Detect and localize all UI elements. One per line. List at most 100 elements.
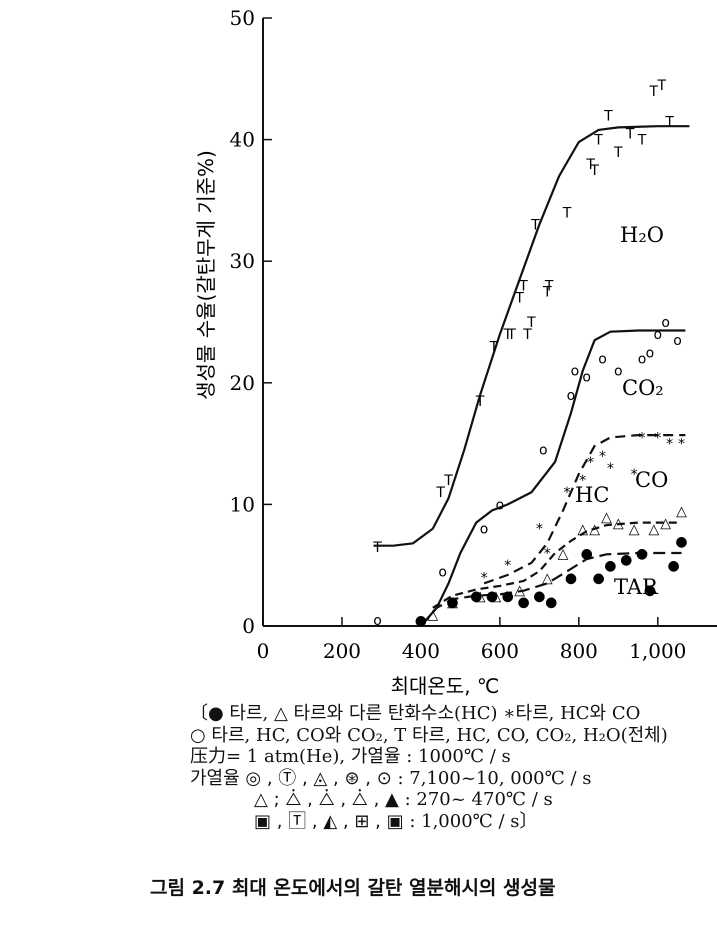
point-0-5: T <box>502 327 512 343</box>
point-3-11: △ <box>629 522 640 538</box>
point-4-4: ● <box>502 589 514 605</box>
point-2-8: * <box>607 461 614 477</box>
point-2-4: * <box>563 485 570 501</box>
point-4-1: ● <box>446 595 458 611</box>
x-tick-label-1000: 1,000 <box>629 639 686 663</box>
point-4-13: ● <box>636 546 648 562</box>
point-4-9: ● <box>581 546 593 562</box>
x-tick-label-600: 600 <box>481 639 519 663</box>
point-3-7: △ <box>577 522 588 538</box>
point-1-11: o <box>646 345 655 361</box>
point-3-3: △ <box>491 589 502 605</box>
curve-2 <box>483 434 686 585</box>
point-4-5: ● <box>517 595 529 611</box>
point-4-7: ● <box>545 595 557 611</box>
legend-rate-slow: : 270~ 470℃ / s <box>404 789 553 810</box>
point-2-1: * <box>504 558 511 574</box>
y-tick-label-10: 10 <box>230 492 255 516</box>
point-3-6: △ <box>558 546 569 562</box>
x-tick-label-0: 0 <box>257 639 270 663</box>
point-2-12: * <box>666 437 673 453</box>
point-3-2: △ <box>475 589 486 605</box>
point-4-16: ● <box>675 534 687 550</box>
legend-symbols-fast: 가열율 ◎ , Ⓣ , ◬ , ⊛ , ⊙ <box>190 767 392 789</box>
point-0-19: T <box>613 145 623 161</box>
point-0-15: T <box>585 157 595 173</box>
point-2-11: * <box>654 431 661 447</box>
point-1-1: o <box>438 564 447 580</box>
point-3-13: △ <box>660 516 671 532</box>
curve-0 <box>373 125 690 547</box>
point-3-1: △ <box>447 595 458 611</box>
point-2-9: * <box>631 467 638 483</box>
point-1-5: o <box>567 388 576 404</box>
point-0-2: T <box>443 473 453 489</box>
point-3-12: △ <box>648 522 659 538</box>
point-0-8: T <box>518 279 528 295</box>
legend-line-4: 가열율 ◎ , Ⓣ , ◬ , ⊛ , ⊙ : 7,100~10, 000℃ /… <box>190 768 717 790</box>
point-0-14: T <box>562 206 572 222</box>
legend-line-6: ▣ , 🅃 , ◭ , ⊞ , ▣ : 1,000℃ / s〕 <box>190 811 717 833</box>
curve-1 <box>420 329 686 627</box>
series-label-1: CO₂ <box>622 376 664 400</box>
y-tick-label-50: 50 <box>230 6 255 30</box>
point-2-10: * <box>638 431 645 447</box>
point-3-8: △ <box>589 522 600 538</box>
point-1-8: o <box>598 351 607 367</box>
point-3-14: △ <box>676 503 687 519</box>
point-0-21: T <box>637 133 647 149</box>
point-1-7: o <box>582 370 591 386</box>
x-tick-label-200: 200 <box>323 639 361 663</box>
x-axis-label: 최대온도, ℃ <box>391 674 500 698</box>
y-tick-label-30: 30 <box>230 249 255 273</box>
point-1-4: o <box>539 443 548 459</box>
point-0-17: T <box>593 133 603 149</box>
y-tick-label-0: 0 <box>242 614 255 638</box>
point-2-2: * <box>536 522 543 538</box>
legend-symbols-slow: △ ; ⧊ , ⧊ , ⧊ , ▲ <box>254 789 399 810</box>
legend-line-3: 压力= 1 atm(He), 가열율 : 1000℃ / s <box>190 746 511 767</box>
x-tick-label-800: 800 <box>560 639 598 663</box>
point-1-2: o <box>480 522 489 538</box>
point-1-6: o <box>571 364 580 380</box>
series-label-0: H₂O <box>620 223 664 247</box>
point-2-0: * <box>481 570 488 586</box>
curve-4 <box>420 551 682 627</box>
legend-line-2: ○ 타르, HC, CO와 CO₂, T 타르, HC, CO, CO₂, H₂… <box>190 724 668 746</box>
point-0-0: T <box>372 540 382 556</box>
point-0-4: T <box>489 339 499 355</box>
point-0-11: T <box>530 218 540 234</box>
point-0-18: T <box>603 108 613 124</box>
point-4-3: ● <box>486 589 498 605</box>
series-label-3: HC <box>575 483 609 507</box>
legend-line-5: △ ; ⧊ , ⧊ , ⧊ , ▲ : 270~ 470℃ / s <box>190 789 717 811</box>
point-3-4: △ <box>514 583 525 599</box>
point-0-9: T <box>522 327 532 343</box>
chart-curves <box>373 125 690 627</box>
point-4-10: ● <box>592 570 604 586</box>
series-label-2: CO <box>635 468 668 492</box>
point-3-10: △ <box>613 516 624 532</box>
legend-rate-fast: : 7,100~10, 000℃ / s <box>397 767 592 789</box>
point-2-3: * <box>544 546 551 562</box>
point-2-13: * <box>678 437 685 453</box>
series-label-4: TAR <box>614 575 659 599</box>
point-3-9: △ <box>601 510 612 526</box>
point-4-2: ● <box>470 589 482 605</box>
point-0-12: T <box>542 285 552 301</box>
point-2-7: * <box>599 449 606 465</box>
point-2-6: * <box>587 455 594 471</box>
point-4-11: ● <box>604 558 616 574</box>
point-4-0: ● <box>415 613 427 629</box>
legend-line-1: 〔● 타르, △ 타르와 다른 탄화수소(HC) ∗타르, HC와 CO <box>190 703 641 724</box>
point-4-12: ● <box>620 552 632 568</box>
point-1-9: o <box>614 364 623 380</box>
figure-caption: 그림 2.7 최대 온도에서의 갈탄 열분해시의 생성물 <box>150 877 556 899</box>
point-0-20: T <box>625 127 635 143</box>
point-4-6: ● <box>533 589 545 605</box>
point-0-10: T <box>526 315 536 331</box>
y-tick-label-20: 20 <box>230 371 255 395</box>
point-1-0: o <box>373 613 382 629</box>
x-tick-label-400: 400 <box>402 639 440 663</box>
